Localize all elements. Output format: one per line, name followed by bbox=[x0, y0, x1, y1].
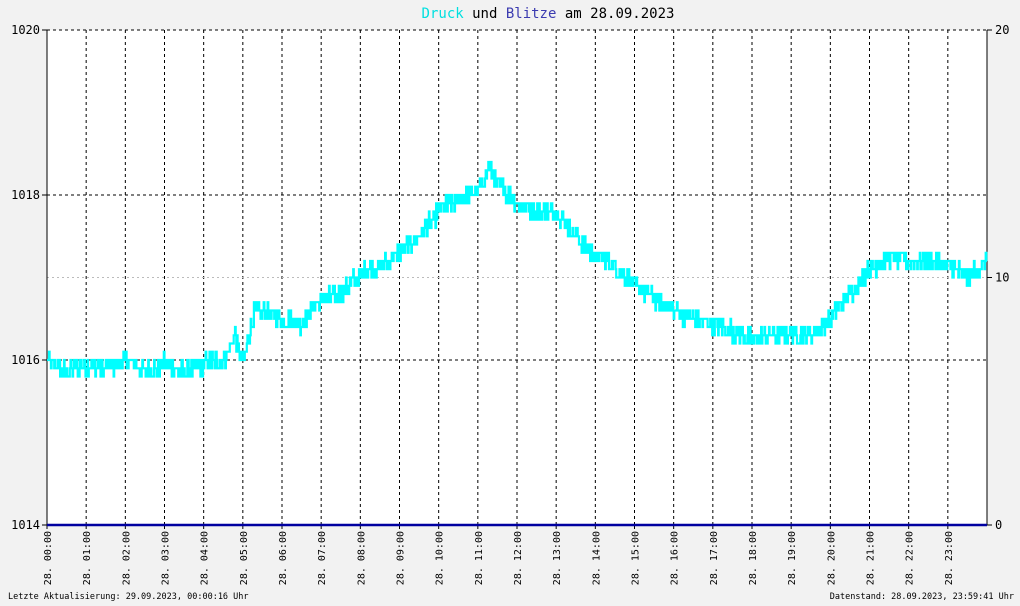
x-tick-label: 28. 19:00 bbox=[787, 531, 798, 585]
left-tick-label: 1016 bbox=[11, 353, 40, 367]
title-series2: Blitze bbox=[506, 6, 565, 22]
right-tick-label: 20 bbox=[995, 23, 1009, 37]
title-am: am bbox=[565, 6, 590, 22]
x-tick-label: 28. 07:00 bbox=[317, 531, 328, 585]
title-series1: Druck bbox=[422, 6, 473, 22]
x-tick-label: 28. 11:00 bbox=[474, 531, 485, 585]
x-tick-label: 28. 08:00 bbox=[356, 531, 367, 585]
right-tick-label: 0 bbox=[995, 518, 1002, 532]
x-tick-label: 28. 14:00 bbox=[591, 531, 602, 585]
x-tick-label: 28. 23:00 bbox=[944, 531, 955, 585]
left-tick-label: 1018 bbox=[11, 188, 40, 202]
x-tick-label: 28. 13:00 bbox=[552, 531, 563, 585]
title-date: 28.09.2023 bbox=[590, 6, 674, 22]
left-tick-label: 1014 bbox=[11, 518, 40, 532]
x-tick-label: 28. 03:00 bbox=[161, 531, 172, 585]
x-tick-label: 28. 20:00 bbox=[826, 531, 837, 585]
footer-data-status: Datenstand: 28.09.2023, 23:59:41 Uhr bbox=[829, 592, 1014, 602]
x-tick-label: 28. 02:00 bbox=[121, 531, 132, 585]
x-tick-label: 28. 15:00 bbox=[631, 531, 642, 585]
x-tick-label: 28. 16:00 bbox=[670, 531, 681, 585]
x-tick-label: 28. 10:00 bbox=[435, 531, 446, 585]
pressure-lightning-chart: Druck und Blitze am 28.09.2023 1014 1016 1… bbox=[11, 6, 1009, 585]
x-tick-label: 28. 22:00 bbox=[905, 531, 916, 585]
footer-last-update: Letzte Aktualisierung: 29.09.2023, 00:00… bbox=[8, 592, 249, 602]
x-tick-label: 28. 12:00 bbox=[513, 531, 524, 585]
x-tick-label: 28. 09:00 bbox=[396, 531, 407, 585]
x-tick-label: 28. 18:00 bbox=[748, 531, 759, 585]
x-tick-label: 28. 21:00 bbox=[866, 531, 877, 585]
svg-text:Druck und Bl: Druck und Blitze am 28.09.2023 bbox=[422, 6, 675, 22]
left-tick-label: 1020 bbox=[11, 23, 40, 37]
x-tick-label: 28. 05:00 bbox=[239, 531, 250, 585]
title-conj: und bbox=[472, 6, 506, 22]
series-druck-line bbox=[47, 160, 988, 378]
right-tick-label: 10 bbox=[995, 271, 1009, 285]
chart-title: Druck und Blitze am 28.09.2023 bbox=[422, 6, 675, 22]
x-tick-label: 28. 00:00 bbox=[43, 531, 54, 585]
x-tick-label: 28. 04:00 bbox=[200, 531, 211, 585]
x-tick-label: 28. 06:00 bbox=[278, 531, 289, 585]
x-tick-label: 28. 01:00 bbox=[82, 531, 93, 585]
x-tick-label: 28. 17:00 bbox=[709, 531, 720, 585]
